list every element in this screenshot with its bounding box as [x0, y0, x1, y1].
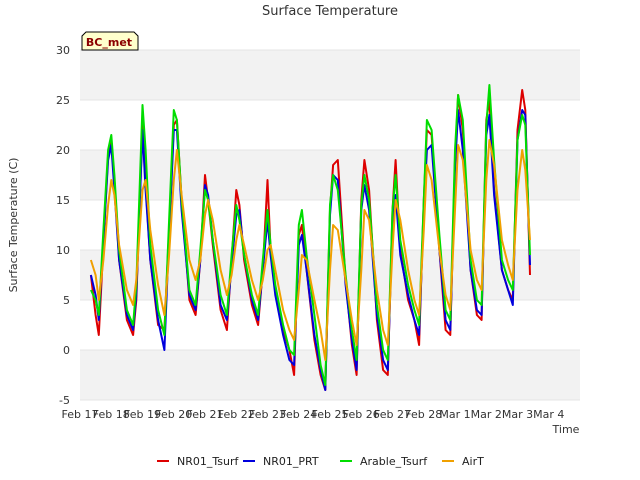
annotation-label: BC_met — [86, 36, 132, 49]
x-tick-label: Mar 2 — [471, 408, 502, 421]
annotation-box-shape — [81, 31, 139, 51]
x-tick-label: Feb 27 — [374, 408, 411, 421]
x-tick-label: Feb 20 — [155, 408, 192, 421]
x-axis-label: Time — [552, 423, 580, 436]
y-tick-label: 25 — [56, 94, 70, 107]
x-tick-label: Feb 25 — [312, 408, 349, 421]
y-tick-label: 10 — [56, 244, 70, 257]
y-tick-label: 20 — [56, 144, 70, 157]
y-tick-label: 15 — [56, 194, 70, 207]
x-tick-label: Feb 18 — [93, 408, 130, 421]
legend-item: Arable_Tsurf — [340, 455, 428, 468]
y-axis-ticks: -5 0 5 10 15 20 25 30 — [56, 44, 70, 407]
grid-band — [80, 150, 580, 200]
y-tick-label: 30 — [56, 44, 70, 57]
y-tick-label: 5 — [63, 294, 70, 307]
legend-label: Arable_Tsurf — [360, 455, 428, 468]
x-tick-label: Feb 23 — [249, 408, 286, 421]
grid-band — [80, 100, 580, 150]
legend-label: AirT — [462, 455, 484, 468]
x-tick-label: Mar 1 — [439, 408, 470, 421]
grid-band — [80, 350, 580, 400]
y-tick-label: 0 — [63, 344, 70, 357]
y-axis-label: Surface Temperature (C) — [7, 158, 20, 293]
chart-title: Surface Temperature — [262, 4, 398, 19]
x-tick-label: Feb 19 — [124, 408, 161, 421]
series-lines — [89, 84, 531, 391]
x-tick-label: Feb 22 — [218, 408, 255, 421]
x-tick-label: Feb 28 — [405, 408, 442, 421]
series-line-arable-tsurf — [89, 84, 531, 386]
x-tick-label: Mar 3 — [502, 408, 533, 421]
legend-item: AirT — [442, 455, 484, 468]
legend-label: NR01_Tsurf — [177, 455, 239, 468]
series-line-airt — [89, 139, 531, 361]
x-tick-label: Feb 17 — [62, 408, 99, 421]
legend: NR01_Tsurf NR01_PRT Arable_Tsurf AirT — [157, 455, 484, 468]
grid-band — [80, 50, 580, 100]
x-tick-label: Feb 21 — [187, 408, 224, 421]
legend-item: NR01_PRT — [243, 455, 319, 468]
y-tick-label: -5 — [59, 394, 70, 407]
x-tick-label: Mar 4 — [533, 408, 564, 421]
x-tick-label: Feb 26 — [343, 408, 380, 421]
legend-label: NR01_PRT — [263, 455, 319, 468]
annotation-box: BC_met — [81, 31, 139, 51]
legend-item: NR01_Tsurf — [157, 455, 239, 468]
x-tick-label: Feb 24 — [280, 408, 317, 421]
